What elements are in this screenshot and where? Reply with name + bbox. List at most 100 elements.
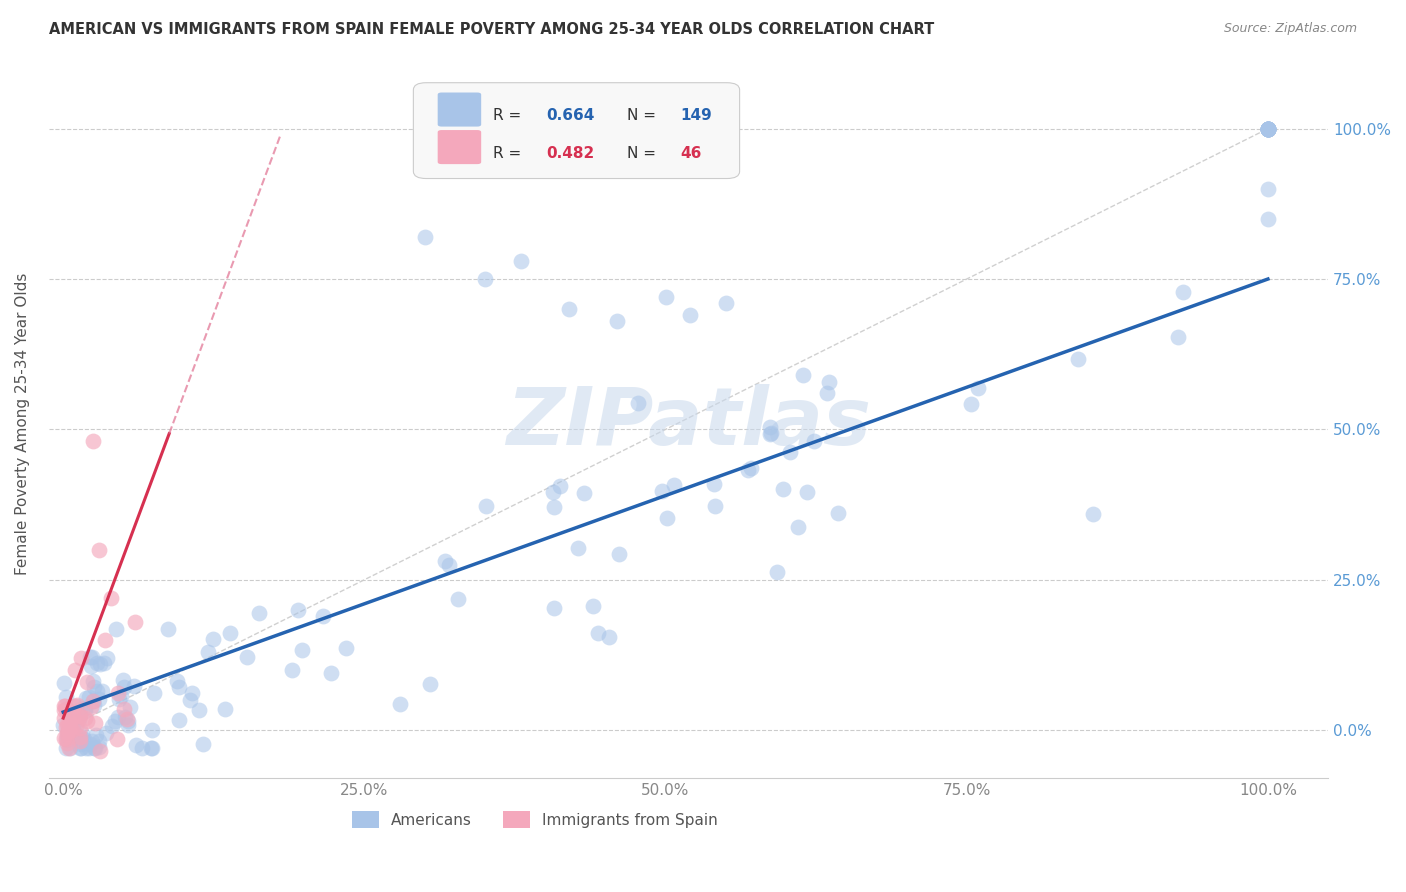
Point bbox=[80, 700, 103, 714]
Point bbox=[82, 434, 104, 449]
Point bbox=[803, 434, 825, 448]
Point bbox=[66, 698, 89, 713]
Point bbox=[759, 425, 782, 440]
Point bbox=[202, 632, 225, 647]
Point bbox=[70, 726, 93, 740]
Point bbox=[89, 542, 111, 557]
Point bbox=[181, 685, 204, 699]
Point bbox=[582, 599, 605, 613]
Point bbox=[56, 732, 79, 747]
Point bbox=[79, 650, 101, 665]
Point bbox=[737, 462, 759, 476]
Point bbox=[67, 706, 90, 720]
Text: Source: ZipAtlas.com: Source: ZipAtlas.com bbox=[1223, 22, 1357, 36]
Point bbox=[167, 680, 190, 694]
Point bbox=[433, 554, 456, 568]
Point bbox=[606, 314, 628, 328]
Point bbox=[679, 308, 702, 322]
Point bbox=[290, 643, 312, 657]
Point bbox=[117, 718, 139, 732]
Point bbox=[114, 680, 136, 694]
Point bbox=[740, 461, 762, 475]
Point bbox=[80, 658, 103, 673]
Point bbox=[567, 541, 589, 555]
Point bbox=[758, 426, 780, 441]
Point bbox=[86, 657, 108, 671]
Point bbox=[52, 718, 75, 732]
Point bbox=[53, 731, 76, 745]
Point bbox=[651, 484, 673, 499]
Point bbox=[388, 698, 411, 712]
Point bbox=[70, 741, 93, 756]
Point bbox=[59, 715, 82, 730]
Point bbox=[572, 485, 595, 500]
Point bbox=[1257, 211, 1279, 226]
Point bbox=[82, 650, 104, 665]
FancyBboxPatch shape bbox=[437, 93, 481, 127]
Point bbox=[141, 741, 163, 756]
Point bbox=[75, 700, 97, 714]
Point bbox=[70, 737, 93, 751]
Point bbox=[607, 547, 630, 561]
Point bbox=[89, 743, 111, 757]
Point bbox=[114, 710, 136, 724]
Point bbox=[167, 713, 190, 727]
Point bbox=[84, 741, 107, 756]
Point bbox=[87, 734, 110, 748]
Point bbox=[83, 741, 105, 756]
Point bbox=[543, 500, 565, 514]
Point bbox=[70, 730, 93, 744]
Point bbox=[548, 478, 571, 492]
Point bbox=[72, 734, 94, 748]
Text: 149: 149 bbox=[681, 109, 713, 123]
Text: ZIPatlas: ZIPatlas bbox=[506, 384, 870, 462]
Point bbox=[1257, 121, 1279, 136]
Point bbox=[779, 444, 801, 458]
Point bbox=[191, 737, 214, 751]
Point bbox=[105, 732, 128, 747]
Point bbox=[94, 632, 117, 647]
Point bbox=[55, 741, 77, 756]
Point bbox=[82, 673, 104, 688]
Point bbox=[446, 591, 468, 606]
Point bbox=[82, 733, 104, 747]
Point bbox=[65, 698, 87, 713]
Point bbox=[70, 651, 93, 665]
Point bbox=[82, 694, 104, 708]
Point bbox=[188, 703, 211, 717]
Point bbox=[1257, 182, 1279, 196]
Point bbox=[59, 707, 82, 722]
Point bbox=[124, 615, 146, 629]
Point bbox=[52, 703, 75, 717]
Point bbox=[77, 690, 100, 705]
Point bbox=[792, 368, 814, 383]
Point bbox=[76, 675, 98, 690]
Point bbox=[218, 626, 240, 640]
Point bbox=[53, 699, 76, 714]
Point bbox=[1083, 507, 1105, 521]
Point bbox=[1257, 121, 1279, 136]
Point bbox=[59, 741, 82, 756]
Point bbox=[475, 499, 498, 513]
Point bbox=[312, 609, 335, 624]
Point bbox=[69, 721, 91, 735]
Point bbox=[1257, 121, 1279, 136]
Point bbox=[87, 740, 110, 755]
Point bbox=[63, 698, 86, 713]
Point bbox=[131, 741, 153, 756]
Point bbox=[1257, 121, 1279, 136]
Point bbox=[75, 704, 97, 718]
Point bbox=[117, 714, 139, 729]
Point bbox=[69, 730, 91, 744]
Point bbox=[111, 673, 134, 687]
Point bbox=[58, 724, 80, 739]
Point bbox=[419, 677, 441, 691]
Point bbox=[827, 506, 849, 520]
Point bbox=[759, 419, 782, 434]
Point bbox=[1257, 121, 1279, 136]
Point bbox=[967, 381, 990, 395]
Point bbox=[543, 600, 565, 615]
Point bbox=[586, 626, 609, 640]
Point bbox=[55, 690, 77, 704]
Point bbox=[69, 702, 91, 716]
